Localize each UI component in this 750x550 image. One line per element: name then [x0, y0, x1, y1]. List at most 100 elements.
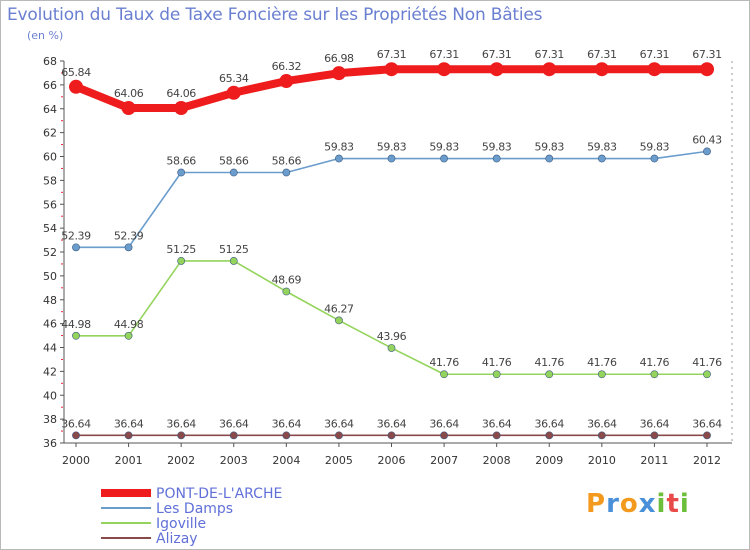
data-label: 67.31	[640, 48, 670, 61]
data-label: 41.76	[587, 356, 617, 369]
data-label: 67.31	[692, 48, 722, 61]
data-label: 36.64	[219, 417, 249, 430]
x-tick-label: 2000	[62, 454, 90, 467]
data-point	[440, 431, 448, 440]
x-tick-label: 2012	[693, 454, 721, 467]
y-tick-label: 36	[43, 437, 57, 450]
legend-label: Igoville	[156, 516, 206, 532]
data-label: 65.84	[61, 66, 91, 79]
data-point	[703, 147, 711, 156]
logo-letter: P	[586, 489, 607, 519]
y-tick-label: 48	[43, 294, 57, 307]
y-tick-label: 66	[43, 79, 57, 92]
data-point	[597, 370, 606, 379]
data-label: 59.83	[482, 141, 512, 154]
data-point	[545, 154, 554, 163]
data-label: 59.83	[429, 141, 459, 154]
data-label: 36.64	[482, 417, 512, 430]
data-point	[229, 257, 238, 265]
data-point	[124, 331, 133, 340]
x-tick-label: 2005	[325, 454, 353, 467]
data-point	[229, 431, 238, 440]
data-point	[335, 431, 343, 440]
data-label: 43.96	[377, 330, 407, 343]
y-tick-label: 46	[43, 318, 57, 331]
logo-letter: i	[656, 489, 667, 519]
data-point	[335, 154, 343, 163]
data-point	[279, 74, 294, 89]
data-label: 58.66	[272, 154, 302, 167]
data-point	[387, 431, 396, 440]
data-label: 36.64	[587, 417, 617, 430]
data-point	[331, 66, 346, 81]
y-tick-label: 42	[43, 365, 57, 378]
data-label: 67.31	[429, 48, 459, 61]
y-tick-label: 56	[43, 198, 57, 211]
data-label: 52.39	[114, 229, 144, 242]
chart-title: Evolution du Taux de Taxe Foncière sur l…	[7, 5, 543, 25]
legend-label: Les Damps	[156, 501, 233, 517]
logo-letter: o	[619, 489, 639, 519]
data-point	[124, 431, 133, 440]
data-label: 36.64	[429, 417, 459, 430]
y-tick-label: 50	[43, 270, 57, 283]
data-point	[703, 431, 711, 440]
y-tick-label: 54	[43, 222, 57, 235]
x-tick-label: 2006	[378, 454, 406, 467]
y-tick-label: 38	[43, 413, 57, 426]
data-point	[177, 168, 186, 177]
data-label: 41.76	[429, 356, 459, 369]
data-point	[492, 370, 501, 379]
x-tick-label: 2008	[483, 454, 511, 467]
data-point	[545, 431, 554, 440]
data-point	[177, 257, 186, 265]
x-tick-label: 2001	[115, 454, 143, 467]
data-point	[72, 331, 80, 340]
data-label: 36.64	[324, 417, 354, 430]
data-label: 60.43	[692, 133, 722, 146]
data-label: 64.06	[114, 87, 144, 100]
data-label: 36.64	[166, 417, 196, 430]
data-label: 58.66	[166, 154, 196, 167]
x-tick-label: 2010	[588, 454, 616, 467]
x-tick-label: 2011	[640, 454, 668, 467]
data-label: 59.83	[640, 141, 670, 154]
data-label: 67.31	[377, 48, 407, 61]
data-point	[542, 62, 557, 77]
data-label: 67.31	[587, 48, 617, 61]
data-label: 51.25	[219, 243, 249, 256]
logo-letter: i	[679, 489, 690, 519]
data-point	[121, 101, 136, 116]
x-tick-label: 2007	[430, 454, 458, 467]
data-label: 41.76	[482, 356, 512, 369]
data-label: 36.64	[377, 417, 407, 430]
data-point	[437, 62, 452, 77]
x-tick-label: 2009	[535, 454, 563, 467]
data-point	[387, 344, 396, 352]
data-label: 58.66	[219, 154, 249, 167]
legend-label: PONT-DE-L'ARCHE	[156, 486, 282, 502]
data-point	[384, 62, 399, 77]
y-tick-label: 52	[43, 246, 57, 259]
y-tick-label: 62	[43, 127, 57, 140]
proxiti-logo: Proxiti	[586, 489, 690, 519]
data-point	[282, 431, 291, 440]
data-label: 52.39	[61, 229, 91, 242]
data-label: 66.98	[324, 52, 354, 65]
data-label: 41.76	[640, 356, 670, 369]
data-point	[69, 79, 83, 94]
y-tick-label: 64	[43, 103, 57, 116]
data-label: 41.76	[535, 356, 565, 369]
data-point	[545, 370, 554, 379]
data-label: 59.83	[587, 141, 617, 154]
data-label: 65.34	[219, 72, 249, 85]
data-point	[594, 62, 609, 77]
data-point	[174, 101, 189, 116]
x-tick-label: 2004	[272, 454, 300, 467]
data-point	[177, 431, 186, 440]
data-point	[387, 154, 396, 163]
data-point	[440, 370, 448, 379]
data-label: 66.32	[272, 60, 302, 73]
